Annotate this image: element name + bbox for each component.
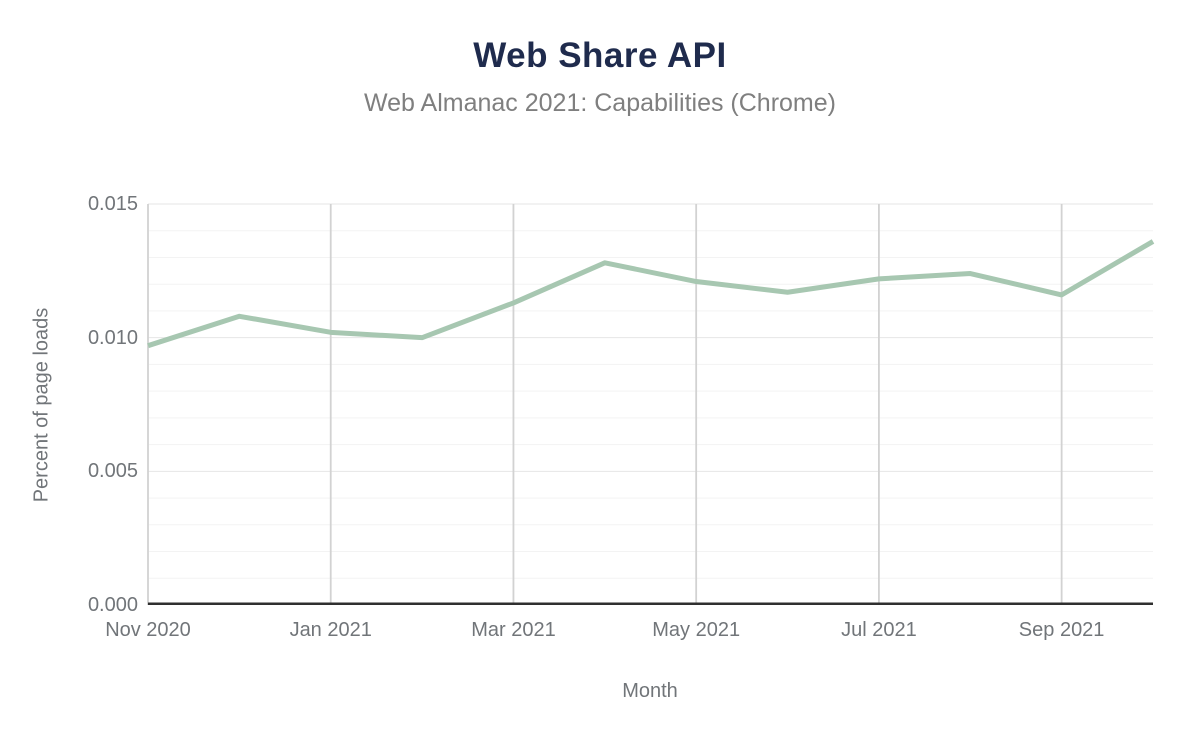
x-tick-label: Jul 2021 — [841, 619, 917, 641]
x-tick-label: Sep 2021 — [1018, 619, 1105, 641]
y-tick-label: 0.005 — [87, 460, 138, 483]
y-tick-label: 0.015 — [87, 193, 138, 215]
x-tick-label: Mar 2021 — [471, 619, 556, 641]
data-series-line — [147, 239, 1155, 349]
x-tick-label: Nov 2020 — [105, 619, 191, 641]
plot-area — [147, 203, 1155, 605]
x-axis-title: Month — [622, 680, 678, 702]
chart-subtitle: Web Almanac 2021: Capabilities (Chrome) — [364, 89, 836, 117]
y-tick-label: 0.010 — [87, 326, 138, 349]
x-tick-label: May 2021 — [652, 619, 741, 641]
line-chart-canvas — [147, 203, 1155, 605]
x-tick-label: Jan 2021 — [289, 619, 372, 641]
chart-title: Web Share API — [473, 36, 727, 75]
y-tick-label: 0.000 — [87, 594, 138, 616]
